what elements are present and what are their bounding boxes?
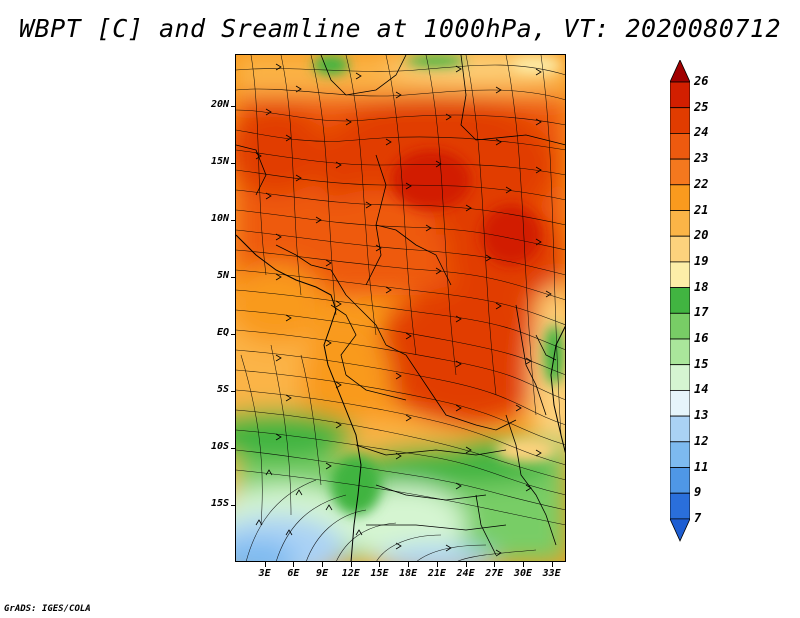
x-tick-label: 18E — [399, 568, 418, 579]
colorbar-swatch — [670, 287, 690, 314]
colorbar-label: 24 — [694, 125, 709, 140]
colorbar-label: 17 — [694, 305, 709, 320]
colorbar-label: 13 — [694, 408, 709, 423]
colorbar-label: 19 — [694, 253, 709, 268]
colorbar-bottom-arrow — [670, 518, 690, 542]
colorbar-swatch — [670, 492, 690, 520]
x-tick-label: 30E — [513, 568, 532, 579]
y-tick-label: 15S — [210, 498, 229, 510]
x-tick-mark — [522, 562, 524, 567]
colorbar-swatch — [670, 184, 690, 211]
colorbar-label: 7 — [694, 510, 702, 525]
colorbar-label: 18 — [694, 279, 709, 294]
chart-title: WBPT [C] and Sreamline at 1000hPa, VT: 2… — [18, 14, 781, 43]
y-tick-mark — [231, 106, 236, 108]
x-tick-mark — [494, 562, 496, 567]
colorbar-label: 14 — [694, 382, 709, 397]
colorbar-swatch — [670, 261, 690, 288]
y-tick-label: EQ — [216, 327, 229, 339]
colorbar-swatch — [670, 312, 690, 340]
coastlines — [236, 234, 566, 562]
x-tick-label: 15E — [370, 568, 389, 579]
map-plot-area — [236, 55, 566, 562]
y-tick-label: 5N — [216, 270, 229, 282]
x-tick-mark — [293, 562, 295, 567]
y-tick-label: 15N — [210, 156, 229, 168]
y-tick-label: 10S — [210, 441, 229, 453]
colorbar-swatch — [670, 338, 690, 366]
footer-credit: GrADS: IGES/COLA — [4, 604, 91, 614]
y-tick-mark — [231, 505, 236, 507]
y-tick-mark — [231, 277, 236, 279]
y-tick-mark — [231, 163, 236, 165]
colorbar-swatch — [670, 210, 690, 237]
x-tick-label: 9E — [316, 568, 329, 579]
colorbar-label: 25 — [694, 99, 709, 114]
colorbar-label: 16 — [694, 331, 709, 345]
y-tick-label: 10N — [210, 213, 229, 225]
streamlines — [236, 55, 566, 562]
colorbar-swatch — [670, 364, 690, 391]
streamline-arrows — [255, 63, 552, 557]
colorbar-swatch — [670, 389, 690, 417]
colorbar-top-arrow — [670, 60, 690, 83]
wbpt-field — [236, 55, 566, 562]
colorbar-swatch — [670, 107, 690, 134]
x-tick-mark — [379, 562, 381, 567]
country-borders — [236, 55, 566, 556]
colorbar-label: 23 — [694, 151, 709, 166]
x-tick-label: 27E — [485, 568, 504, 579]
colorbar-label: 20 — [694, 228, 709, 243]
y-tick-mark — [231, 334, 236, 336]
x-tick-mark — [264, 562, 266, 567]
x-tick-label: 24E — [456, 568, 475, 579]
x-tick-label: 12E — [341, 568, 360, 579]
x-tick-mark — [322, 562, 324, 567]
x-tick-mark — [551, 562, 553, 567]
x-tick-label: 21E — [427, 568, 446, 579]
colorbar-label: 12 — [694, 433, 709, 448]
colorbar-label: 9 — [694, 485, 702, 500]
colorbar-swatch — [670, 415, 690, 443]
y-tick-label: 5S — [216, 384, 229, 396]
x-tick-mark — [408, 562, 410, 567]
colorbar-swatch — [670, 235, 690, 263]
colorbar-label: 22 — [694, 176, 709, 191]
x-tick-label: 33E — [542, 568, 561, 579]
colorbar-label: 11 — [694, 459, 709, 474]
colorbar-label: 15 — [694, 356, 709, 371]
x-tick-label: 3E — [258, 568, 271, 579]
x-tick-mark — [436, 562, 438, 567]
colorbar-swatch — [670, 467, 690, 494]
y-tick-label: 20N — [210, 99, 229, 111]
x-tick-label: 6E — [287, 568, 300, 579]
colorbar-swatch — [670, 158, 690, 186]
colorbar-swatch — [670, 441, 690, 468]
colorbar-label: 21 — [694, 202, 709, 217]
y-tick-mark — [231, 448, 236, 450]
x-tick-mark — [465, 562, 467, 567]
y-tick-mark — [231, 391, 236, 393]
colorbar-swatch — [670, 133, 690, 160]
colorbar-swatches — [670, 60, 690, 542]
x-tick-mark — [350, 562, 352, 567]
colorbar-label: 26 — [694, 74, 709, 88]
colorbar-swatch — [670, 81, 690, 109]
y-tick-mark — [231, 220, 236, 222]
